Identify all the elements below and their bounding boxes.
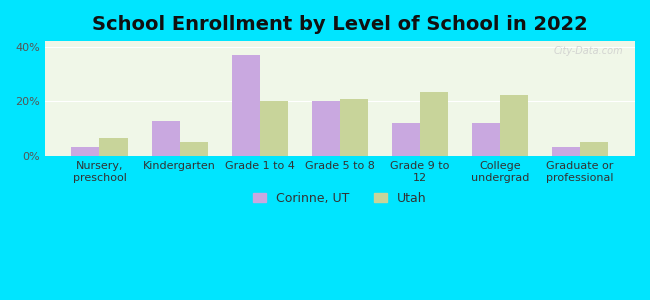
Bar bbox=[580, 142, 608, 156]
Legend: Corinne, UT, Utah: Corinne, UT, Utah bbox=[248, 187, 432, 210]
Bar bbox=[179, 142, 207, 156]
Bar bbox=[312, 101, 340, 156]
Bar bbox=[392, 123, 420, 156]
Bar bbox=[420, 92, 448, 156]
Bar bbox=[260, 101, 288, 156]
Bar bbox=[500, 94, 528, 156]
Bar bbox=[340, 99, 368, 156]
Bar bbox=[552, 146, 580, 156]
Title: School Enrollment by Level of School in 2022: School Enrollment by Level of School in … bbox=[92, 15, 588, 34]
Bar bbox=[99, 138, 127, 156]
Bar bbox=[72, 146, 99, 156]
Text: City-Data.com: City-Data.com bbox=[554, 46, 623, 56]
Bar bbox=[472, 123, 500, 156]
Bar bbox=[151, 121, 179, 156]
Bar bbox=[231, 55, 260, 156]
